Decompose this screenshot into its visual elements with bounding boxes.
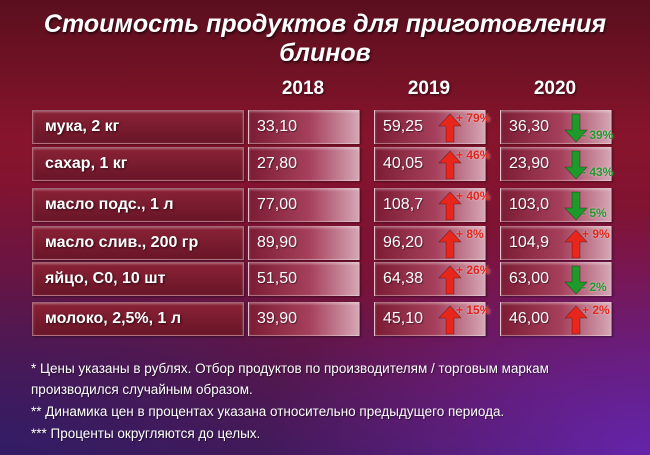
percent-change: - 39% xyxy=(582,128,614,142)
table-row: мука, 2 кг 33,10 59,25 + 79% 36,30 - 39% xyxy=(0,110,650,144)
down-arrow-icon xyxy=(564,150,588,180)
percent-change: + 2% xyxy=(582,303,610,317)
price-value: 59,25 xyxy=(383,118,424,135)
product-name: масло слив., 200 гр xyxy=(45,234,199,251)
price-cell-2018: 27,80 xyxy=(248,147,360,181)
price-value: 64,38 xyxy=(383,270,424,287)
product-name: сахар, 1 кг xyxy=(45,155,128,172)
product-name-cell: масло слив., 200 гр xyxy=(32,226,244,260)
table-row: масло подс., 1 л 77,00 108,7 + 40% 103,0 - 5% xyxy=(0,188,650,222)
footnote-1: * Цены указаны в рублях. Отбор продуктов… xyxy=(31,361,549,376)
product-name: яйцо, С0, 10 шт xyxy=(45,270,166,287)
product-name-cell: мука, 2 кг xyxy=(32,110,244,144)
page-title: Стоимость продуктов для приготовления бл… xyxy=(43,10,607,67)
product-name: масло подс., 1 л xyxy=(45,196,174,213)
product-name-cell: сахар, 1 кг xyxy=(32,147,244,181)
percent-change: - 2% xyxy=(582,280,607,294)
percent-change: - 5% xyxy=(582,206,607,220)
price-value: 39,90 xyxy=(257,310,298,327)
product-name: молоко, 2,5%, 1 л xyxy=(45,310,182,327)
percent-change: + 8% xyxy=(456,227,484,241)
price-value: 40,05 xyxy=(383,155,424,172)
year-header-2020: 2020 xyxy=(533,78,577,99)
product-name-cell: молоко, 2,5%, 1 л xyxy=(32,302,244,336)
percent-change: + 46% xyxy=(456,148,491,162)
table-row: молоко, 2,5%, 1 л 39,90 45,10 + 15% 46,00 + 2… xyxy=(0,302,650,336)
percent-change: + 40% xyxy=(456,189,491,203)
price-cell-2019: 64,38 + 26% xyxy=(374,262,490,296)
price-value: 96,20 xyxy=(383,234,424,251)
percent-change: + 15% xyxy=(456,303,491,317)
down-arrow-icon xyxy=(564,265,588,295)
price-cell-2020: 63,00 - 2% xyxy=(500,262,612,296)
up-arrow-icon xyxy=(438,113,462,143)
footnote-1-cont: производился случайным образом. xyxy=(31,382,253,397)
product-name-cell: масло подс., 1 л xyxy=(32,188,244,222)
price-value: 77,00 xyxy=(257,196,298,213)
price-cell-2018: 39,90 xyxy=(248,302,360,336)
table-row: масло слив., 200 гр 89,90 96,20 + 8% 104,9 + … xyxy=(0,226,650,260)
price-cell-2019: 40,05 + 46% xyxy=(374,147,490,181)
price-cell-2019: 59,25 + 79% xyxy=(374,110,490,144)
price-value: 36,30 xyxy=(509,118,550,135)
price-cell-2018: 51,50 xyxy=(248,262,360,296)
percent-change: - 43% xyxy=(582,165,614,179)
table-row: сахар, 1 кг 27,80 40,05 + 46% 23,90 - 43% xyxy=(0,147,650,181)
price-cell-2020: 103,0 - 5% xyxy=(500,188,612,222)
product-name: мука, 2 кг xyxy=(45,118,120,135)
price-cell-2020: 23,90 - 43% xyxy=(500,147,614,181)
year-header-2018: 2018 xyxy=(281,78,325,99)
price-cell-2020: 46,00 + 2% xyxy=(500,302,612,336)
price-value: 33,10 xyxy=(257,118,298,135)
price-value: 63,00 xyxy=(509,270,550,287)
up-arrow-icon xyxy=(438,191,462,221)
up-arrow-icon xyxy=(564,305,588,335)
footnote-2: ** Динамика цен в процентах указана отно… xyxy=(31,404,505,419)
down-arrow-icon xyxy=(564,191,588,221)
price-value: 46,00 xyxy=(509,310,550,327)
price-cell-2019: 96,20 + 8% xyxy=(374,226,486,260)
price-cell-2019: 108,7 + 40% xyxy=(374,188,490,222)
price-cell-2020: 36,30 - 39% xyxy=(500,110,614,144)
price-cell-2018: 33,10 xyxy=(248,110,360,144)
price-value: 23,90 xyxy=(509,155,550,172)
table-row: яйцо, С0, 10 шт 51,50 64,38 + 26% 63,00 - 2% xyxy=(0,262,650,296)
percent-change: + 26% xyxy=(456,263,491,277)
up-arrow-icon xyxy=(438,150,462,180)
price-cell-2020: 104,9 + 9% xyxy=(500,226,612,260)
price-value: 45,10 xyxy=(383,310,424,327)
year-header-2019: 2019 xyxy=(407,78,451,99)
price-value: 89,90 xyxy=(257,234,298,251)
down-arrow-icon xyxy=(564,113,588,143)
up-arrow-icon xyxy=(438,229,462,259)
price-cell-2018: 89,90 xyxy=(248,226,360,260)
up-arrow-icon xyxy=(438,265,462,295)
price-value: 104,9 xyxy=(509,234,550,251)
price-value: 27,80 xyxy=(257,155,298,172)
price-value: 51,50 xyxy=(257,270,298,287)
percent-change: + 9% xyxy=(582,227,610,241)
price-value: 108,7 xyxy=(383,196,424,213)
price-value: 103,0 xyxy=(509,196,550,213)
price-cell-2018: 77,00 xyxy=(248,188,360,222)
up-arrow-icon xyxy=(438,305,462,335)
footnote-3: *** Проценты округляются до целых. xyxy=(31,426,261,441)
up-arrow-icon xyxy=(564,229,588,259)
price-cell-2019: 45,10 + 15% xyxy=(374,302,490,336)
product-name-cell: яйцо, С0, 10 шт xyxy=(32,262,244,296)
percent-change: + 79% xyxy=(456,111,491,125)
